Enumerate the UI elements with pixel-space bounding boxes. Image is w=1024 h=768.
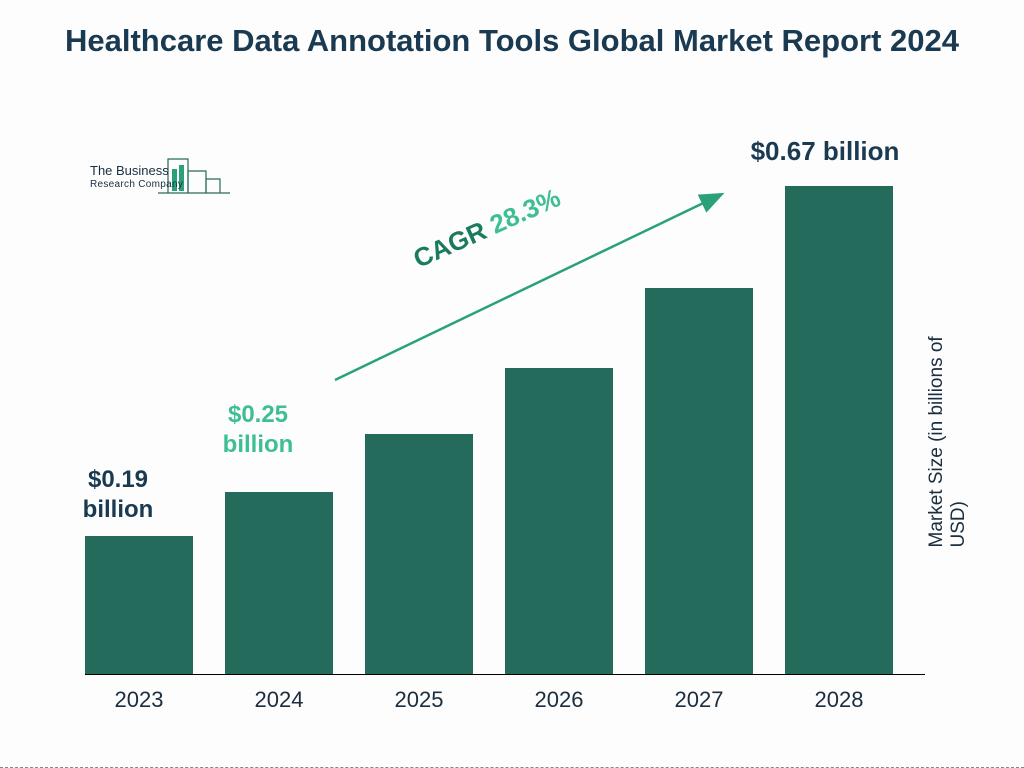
x-tick-label: 2028 [815, 687, 864, 713]
bar [505, 368, 613, 674]
value-label: $0.25billion [223, 400, 294, 460]
bar [85, 536, 193, 674]
x-tick-label: 2027 [675, 687, 724, 713]
value-label: $0.67 billion [751, 135, 900, 168]
bars-group: 202320242025202620272028 [85, 165, 925, 675]
bar [645, 288, 753, 674]
plot-area: 202320242025202620272028 Market Size (in… [85, 165, 925, 675]
x-tick-label: 2026 [535, 687, 584, 713]
bar [785, 186, 893, 674]
value-label: $0.19billion [83, 465, 154, 525]
x-tick-label: 2025 [395, 687, 444, 713]
chart-title: Healthcare Data Annotation Tools Global … [0, 22, 1024, 61]
chart-container: Healthcare Data Annotation Tools Global … [0, 0, 1024, 768]
x-tick-label: 2024 [255, 687, 304, 713]
bar [225, 492, 333, 674]
bar [365, 434, 473, 674]
y-axis-label: Market Size (in billions of USD) [926, 293, 970, 548]
x-tick-label: 2023 [115, 687, 164, 713]
